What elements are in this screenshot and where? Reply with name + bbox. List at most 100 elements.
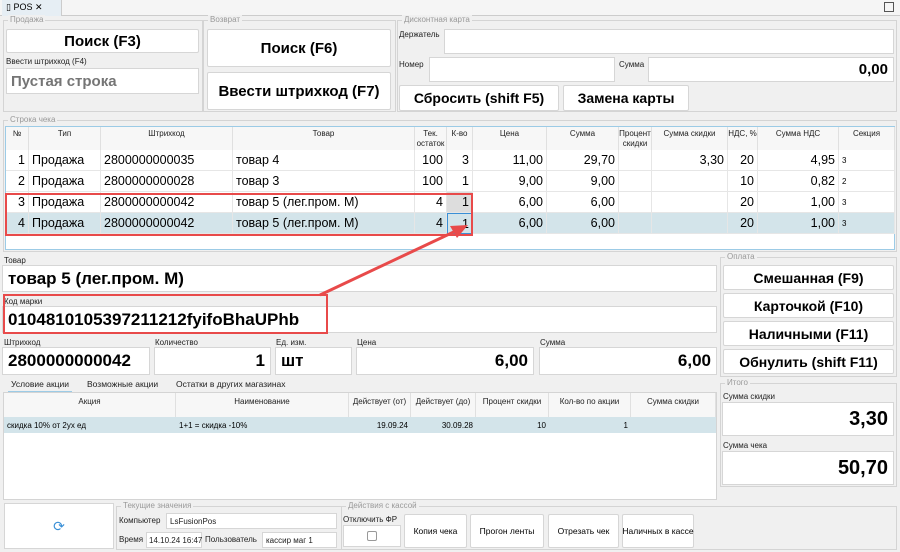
promo-cell-name: 1+1 = скидка -10% [179, 420, 248, 430]
cut-receipt-button[interactable]: Отрезать чек [548, 514, 619, 548]
product-label: Товар [4, 256, 26, 265]
discount-card-group: Дисконтная карта [397, 15, 897, 112]
cell-sum: 29,70 [547, 150, 619, 171]
card-payment-button[interactable]: Карточкой (F10) [723, 293, 894, 318]
cell-qty[interactable]: 3 [447, 150, 473, 171]
column-header-price[interactable]: Цена [473, 127, 547, 150]
column-header-qty[interactable]: К-во [447, 127, 473, 150]
cell-vat-sum: 0,82 [758, 171, 839, 192]
cell-type: Продажа [29, 192, 101, 213]
cell-barcode: 2800000000035 [101, 150, 233, 171]
cell-vat-sum: 4,95 [758, 150, 839, 171]
column-header-section[interactable]: Секция [839, 127, 895, 150]
receipt-copy-button[interactable]: Копия чека [404, 514, 467, 548]
barcode-input[interactable] [6, 68, 199, 94]
table-row[interactable]: 4 Продажа 2800000000042 товар 5 (лег.пром. … [6, 213, 895, 234]
cell-num: 3 [6, 192, 29, 213]
total-field: 50,70 [722, 451, 894, 485]
detail-barcode-field: 2800000000042 [2, 347, 150, 375]
cell-discount-sum: 3,30 [652, 150, 728, 171]
return-barcode-button[interactable]: Ввести штрихкод (F7) [207, 72, 391, 110]
promo-header-to[interactable]: Действует (до) [411, 393, 476, 417]
cell-discount-pct [619, 171, 652, 192]
receipt-group: Строка чека [3, 115, 897, 252]
column-header-sum[interactable]: Сумма [547, 127, 619, 150]
document-icon: ▯ [6, 2, 14, 12]
cash-actions-title: Действия с кассой [346, 501, 419, 510]
column-header-stock[interactable]: Тек. остаток [415, 127, 447, 150]
cash-in-register-button[interactable]: Наличных в кассе [622, 514, 694, 548]
promo-row[interactable]: скидка 10% от 2ух ед 1+1 = скидка -10% 19.… [4, 417, 716, 433]
replace-card-button[interactable]: Замена карты [563, 85, 689, 111]
cell-product: товар 4 [233, 150, 415, 171]
cell-price: 9,00 [473, 171, 547, 192]
qty-field[interactable]: 1 [154, 347, 271, 375]
column-header-num[interactable]: № [6, 127, 29, 150]
promo-header-discount-sum[interactable]: Сумма скидки [631, 393, 716, 417]
column-header-discount-pct[interactable]: Процент скидки [619, 127, 652, 150]
tab-pos[interactable]: ▯ POS ✕ [2, 0, 62, 16]
cell-qty[interactable]: 1 [447, 171, 473, 192]
unit-field: шт [275, 347, 352, 375]
current-values-title: Текущие значения [121, 501, 194, 510]
maximize-icon[interactable] [884, 2, 894, 12]
promo-header-promo[interactable]: Акция [4, 393, 176, 417]
receipt-table: № Тип Штрихкод Товар Тек. остаток К-во Цена Сум… [5, 126, 895, 250]
promo-table: Акция Наименование Действует (от) Действует… [3, 392, 717, 500]
promo-header-name[interactable]: Наименование [176, 393, 349, 417]
cell-price: 6,00 [473, 213, 547, 234]
promo-header-percent[interactable]: Процент скидки [476, 393, 549, 417]
return-search-button[interactable]: Поиск (F6) [207, 29, 391, 67]
cell-product: товар 3 [233, 171, 415, 192]
cash-payment-button[interactable]: Наличными (F11) [723, 321, 894, 346]
table-row[interactable]: 1 Продажа 2800000000035 товар 4 100 3 11,00 29,… [6, 150, 895, 171]
tab-other-stores[interactable]: Остатки в других магазинах [176, 379, 286, 389]
tape-feed-button[interactable]: Прогон ленты [470, 514, 544, 548]
cell-type: Продажа [29, 171, 101, 192]
promo-header-from[interactable]: Действует (от) [349, 393, 411, 417]
cell-discount-pct [619, 150, 652, 171]
table-row[interactable]: 3 Продажа 2800000000042 товар 5 (лег.пром. … [6, 192, 895, 213]
column-header-type[interactable]: Тип [29, 127, 101, 150]
column-header-barcode[interactable]: Штрихкод [101, 127, 233, 150]
cell-barcode: 2800000000042 [101, 192, 233, 213]
price-field: 6,00 [356, 347, 534, 375]
cell-product: товар 5 (лег.пром. М) [233, 192, 415, 213]
cell-discount-sum [652, 171, 728, 192]
holder-field[interactable] [444, 29, 894, 54]
sum-label: Сумма [540, 338, 566, 347]
promo-header-qty[interactable]: Кол-во по акции [549, 393, 631, 417]
payment-group: Оплата [720, 252, 897, 377]
sale-search-button[interactable]: Поиск (F3) [6, 29, 199, 53]
highlight-rows-box [5, 193, 473, 236]
unit-label: Ед. изм. [276, 338, 307, 347]
refresh-button[interactable]: ⟳ [4, 503, 114, 549]
promo-cell-qty: 1 [623, 420, 628, 430]
user-label: Пользователь [205, 535, 257, 544]
sale-title: Продажа [8, 15, 46, 24]
card-number-field[interactable] [429, 57, 615, 82]
cell-vat-pct: 20 [728, 213, 758, 234]
mark-code-field[interactable]: 0104810105397211212fyifoBhaUPhb [2, 306, 717, 333]
column-header-vat-sum[interactable]: Сумма НДС [758, 127, 839, 150]
payment-title: Оплата [725, 252, 757, 261]
column-header-discount-sum[interactable]: Сумма скидки [652, 127, 728, 150]
disable-fr-field [343, 525, 401, 547]
column-header-product[interactable]: Товар [233, 127, 415, 150]
total-label: Сумма чека [723, 441, 768, 450]
cell-sum: 6,00 [547, 213, 619, 234]
cell-discount-pct [619, 192, 652, 213]
time-label: Время [119, 535, 144, 544]
table-row[interactable]: 2 Продажа 2800000000028 товар 3 100 1 9,00 9,00… [6, 171, 895, 192]
close-icon[interactable]: ✕ [34, 2, 43, 12]
user-field: кассир маг 1 [262, 532, 337, 548]
cell-stock: 4 [415, 213, 447, 234]
column-header-vat-pct[interactable]: НДС, % [728, 127, 758, 150]
totals-title: Итого [725, 378, 750, 387]
reset-payment-button[interactable]: Обнулить (shift F11) [723, 349, 894, 374]
reset-card-button[interactable]: Сбросить (shift F5) [399, 85, 559, 111]
mixed-payment-button[interactable]: Смешанная (F9) [723, 265, 894, 290]
tab-possible-promos[interactable]: Возможные акции [87, 379, 159, 389]
disable-fr-checkbox[interactable] [367, 531, 377, 541]
return-title: Возврат [208, 15, 242, 24]
